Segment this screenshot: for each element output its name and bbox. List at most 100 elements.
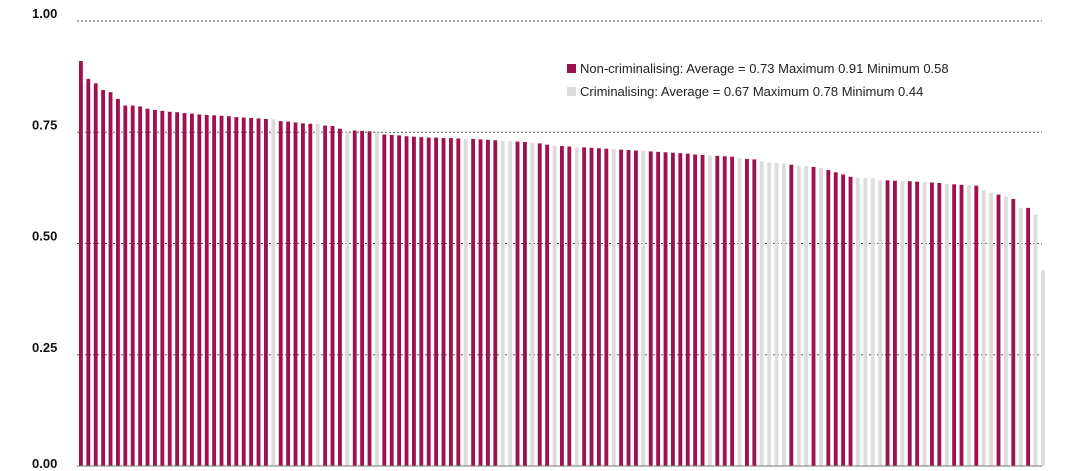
bar-non-criminalising — [700, 154, 705, 466]
bar-criminalising — [796, 165, 801, 467]
bar-criminalising — [271, 119, 276, 466]
legend-label-non-criminalising: Non-criminalising: Average = 0.73 Maximu… — [580, 61, 949, 76]
bar-criminalising — [878, 180, 883, 466]
bar-criminalising — [500, 140, 505, 466]
bars — [79, 61, 1045, 467]
legend: Non-criminalising: Average = 0.73 Maximu… — [567, 57, 949, 103]
bar-non-criminalising — [167, 111, 172, 466]
bar-criminalising — [856, 177, 860, 466]
bar-non-criminalising — [515, 141, 520, 466]
bar-non-criminalising — [227, 116, 231, 466]
bar-non-criminalising — [589, 147, 594, 466]
bar-criminalising — [944, 183, 949, 466]
bar-criminalising — [552, 145, 557, 466]
y-tick-label: 0.75 — [32, 117, 57, 132]
bar-criminalising — [782, 163, 786, 466]
bar-non-criminalising — [634, 150, 638, 466]
bar-criminalising — [981, 190, 986, 466]
bar-non-criminalising — [338, 128, 342, 466]
bar-criminalising — [530, 142, 535, 466]
y-tick-label: 0.50 — [32, 229, 57, 244]
bar-criminalising — [767, 162, 772, 466]
bar-non-criminalising — [752, 159, 757, 466]
bar-criminalising — [315, 124, 320, 467]
bar-non-criminalising — [204, 114, 209, 466]
bar-non-criminalising — [959, 184, 964, 466]
bar-non-criminalising — [671, 152, 675, 466]
bar-criminalising — [345, 130, 350, 466]
bar-criminalising — [989, 192, 994, 466]
bar-criminalising — [1018, 207, 1023, 466]
bar-non-criminalising — [789, 164, 794, 467]
bar-criminalising — [708, 155, 712, 466]
bar-non-criminalising — [456, 138, 461, 467]
bar-non-criminalising — [175, 112, 180, 466]
bar-criminalising — [1041, 270, 1045, 466]
bar-non-criminalising — [234, 117, 239, 467]
legend-item-non-criminalising: Non-criminalising: Average = 0.73 Maximu… — [567, 57, 949, 80]
bar-non-criminalising — [293, 122, 298, 467]
bar-non-criminalising — [264, 118, 268, 467]
bar-non-criminalising — [893, 180, 897, 466]
y-axis-labels: 0.00 0.25 0.50 0.75 1.00 — [32, 6, 57, 471]
bar-criminalising — [900, 181, 905, 466]
legend-item-criminalising: Criminalising: Average = 0.67 Maximum 0.… — [567, 80, 949, 103]
bar-non-criminalising — [478, 139, 483, 466]
bar-non-criminalising — [907, 181, 912, 466]
bar-non-criminalising — [412, 136, 416, 466]
bar-non-criminalising — [182, 113, 187, 467]
bar-non-criminalising — [219, 115, 224, 466]
bar-non-criminalising — [153, 110, 157, 466]
bar-non-criminalising — [190, 113, 194, 466]
bar-non-criminalising — [974, 185, 979, 466]
y-tick-label: 0.00 — [32, 456, 57, 471]
bar-non-criminalising — [352, 130, 357, 466]
bar-non-criminalising — [101, 89, 106, 466]
bar-non-criminalising — [885, 180, 890, 466]
bar-non-criminalising — [604, 148, 609, 466]
bar-non-criminalising — [567, 146, 572, 467]
bar-non-criminalising — [826, 170, 831, 466]
bar-non-criminalising — [937, 182, 942, 467]
legend-label-criminalising: Criminalising: Average = 0.67 Maximum 0.… — [580, 84, 924, 99]
bar-non-criminalising — [86, 78, 91, 466]
bar-non-criminalising — [108, 92, 113, 466]
bar-non-criminalising — [1026, 207, 1031, 466]
bar-criminalising — [611, 149, 616, 466]
bar-non-criminalising — [560, 146, 564, 467]
bar-criminalising — [819, 167, 823, 466]
bar-non-criminalising — [323, 125, 328, 466]
bar-non-criminalising — [138, 106, 143, 466]
bar-criminalising — [508, 141, 513, 466]
bar-non-criminalising — [286, 121, 291, 466]
bar-non-criminalising — [493, 140, 498, 466]
bar-non-criminalising — [123, 105, 128, 467]
bar-non-criminalising — [619, 149, 624, 467]
bar-non-criminalising — [833, 172, 838, 467]
bar-criminalising — [804, 166, 809, 466]
bar-non-criminalising — [1011, 199, 1016, 466]
bar-criminalising — [870, 178, 875, 466]
y-tick-label: 0.25 — [32, 340, 57, 355]
bar-non-criminalising — [145, 108, 150, 466]
bar-non-criminalising — [79, 61, 83, 467]
bar-non-criminalising — [197, 114, 202, 466]
bar-non-criminalising — [330, 126, 335, 467]
bar-criminalising — [774, 162, 779, 466]
bar-non-criminalising — [441, 138, 446, 467]
bar-non-criminalising — [545, 144, 550, 466]
bar-non-criminalising — [93, 83, 98, 467]
bar-non-criminalising — [382, 134, 387, 467]
bar-criminalising — [1033, 214, 1038, 466]
bar-non-criminalising — [582, 147, 587, 466]
bar-non-criminalising — [930, 182, 934, 466]
bar-non-criminalising — [678, 153, 683, 467]
bar-criminalising — [759, 161, 764, 467]
bar-non-criminalising — [715, 155, 720, 466]
bar-non-criminalising — [537, 143, 542, 467]
bar-non-criminalising — [308, 123, 313, 467]
bar-non-criminalising — [367, 131, 372, 467]
bar-non-criminalising — [811, 166, 816, 466]
bar-non-criminalising — [130, 105, 135, 467]
